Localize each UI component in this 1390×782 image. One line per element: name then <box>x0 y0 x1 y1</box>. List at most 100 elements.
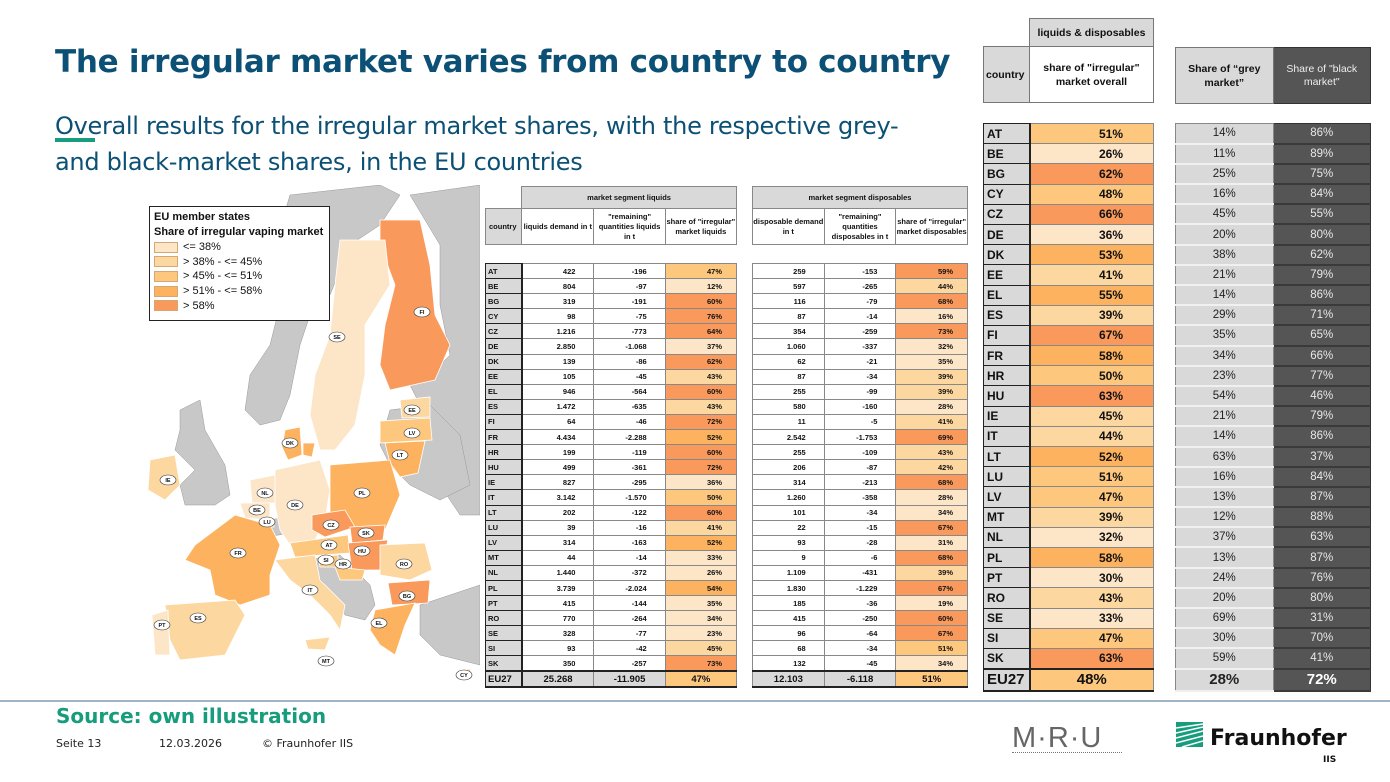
table-row: 206 -87 42% <box>752 459 968 476</box>
overall-share-cell: 58% <box>1029 345 1154 367</box>
liquids-share-cell: 12% <box>664 278 738 295</box>
grey-market-cell: 23% <box>1175 365 1274 387</box>
footer-copyright: © Fraunhofer IIS <box>262 737 354 750</box>
disp-demand-cell: 132 <box>752 655 825 672</box>
map-legend: EU member states Share of irregular vapi… <box>149 206 330 321</box>
liquids-share-cell: 45% <box>664 640 738 657</box>
liquids-demand-cell: 946 <box>521 383 595 400</box>
map-label-se: SE <box>328 331 346 343</box>
table-row: 96 -64 67% <box>752 625 968 642</box>
disp-remaining-cell: -5 <box>823 413 897 431</box>
legend-swatch <box>154 241 178 253</box>
disp-demand-cell: 9 <box>752 549 825 566</box>
table-row: EL 946 -564 60% <box>484 383 738 400</box>
disp-demand-cell: 1.109 <box>752 564 825 581</box>
mru-logo: M·R·U <box>1012 722 1103 754</box>
country-cell: CZ <box>983 203 1031 225</box>
disp-remaining-cell: -79 <box>823 293 897 310</box>
disp-share-cell: 28% <box>895 489 968 506</box>
liquids-share-cell: 43% <box>664 368 738 385</box>
overall-share-cell: 51% <box>1029 122 1154 145</box>
table-row: SI 47% <box>983 627 1154 649</box>
country-cell: ES <box>983 304 1031 326</box>
liquids-demand-cell: 25.268 <box>521 670 595 689</box>
table-row: SE 33% <box>983 607 1154 629</box>
table-row: SI 93 -42 45% <box>484 640 738 657</box>
disp-remaining-cell: -64 <box>823 625 897 642</box>
country-cell: SI <box>983 627 1031 649</box>
table-row: 25% 75% <box>1175 163 1371 186</box>
country-cell: HU <box>484 459 523 476</box>
black-market-cell: 46% <box>1272 385 1371 408</box>
disp-share-cell: 39% <box>895 383 968 400</box>
disp-remaining-cell: -213 <box>823 474 897 491</box>
grey-market-cell: 45% <box>1175 203 1274 226</box>
disp-share-cell: 34% <box>895 655 968 672</box>
table-row: 116 -79 68% <box>752 293 968 310</box>
black-market-cell: 79% <box>1272 264 1371 287</box>
country-cell: BG <box>484 293 523 310</box>
country-cell: AT <box>983 122 1031 145</box>
disp-remaining-cell: -160 <box>823 398 897 415</box>
map-label-fr: FR <box>229 547 247 559</box>
grey-market-cell: 25% <box>1175 163 1274 186</box>
table-row: 93 -28 31% <box>752 534 968 551</box>
overall-share-cell: 39% <box>1029 506 1154 528</box>
black-market-cell: 79% <box>1272 405 1371 428</box>
overall-share-cell: 36% <box>1029 223 1154 246</box>
country-cell: CZ <box>484 323 523 340</box>
grey-market-cell: 14% <box>1175 425 1274 448</box>
svg-text:SI: SI <box>323 558 329 564</box>
table-row: 21% 79% <box>1175 264 1371 287</box>
disp-remaining-cell: -14 <box>823 308 897 325</box>
disp-demand-cell: 1.260 <box>752 489 825 506</box>
country-cell: PL <box>484 579 523 597</box>
overall-share-cell: 50% <box>1029 365 1154 387</box>
country-cell: LU <box>484 519 523 536</box>
svg-text:SK: SK <box>362 531 370 537</box>
svg-text:BG: BG <box>403 594 411 600</box>
liquids-demand-cell: 350 <box>521 655 595 672</box>
liquids-demand-cell: 770 <box>521 610 595 627</box>
table-row: AT 422 -196 47% <box>484 262 738 280</box>
overall-table: AT 51% BE 26% BG 62% CY 48% CZ 66% DE 36% DK 53% EE 41%… <box>983 122 1154 692</box>
table-row: 259 -153 59% <box>752 262 968 280</box>
page-number: Seite 13 <box>56 737 102 750</box>
table-row: 38% 62% <box>1175 244 1371 266</box>
black-market-cell: 31% <box>1272 607 1371 630</box>
disp-share-cell: 60% <box>895 610 968 627</box>
table-row: FI 64 -46 72% <box>484 413 738 431</box>
black-market-cell: 87% <box>1272 486 1371 509</box>
table-row: 45% 55% <box>1175 203 1371 226</box>
disp-demand-cell: 12.103 <box>752 670 825 689</box>
svg-text:AT: AT <box>326 543 334 549</box>
map-label-hu: HU <box>353 545 371 557</box>
map-label-bg: BG <box>398 590 416 602</box>
table-row: 20% 80% <box>1175 587 1371 610</box>
country-cell: PL <box>983 546 1031 569</box>
country-cell: MT <box>983 506 1031 528</box>
legend-swatch <box>154 285 178 297</box>
black-market-cell: 75% <box>1272 163 1371 186</box>
disp-share-cell: 59% <box>895 262 968 280</box>
country-cell: EE <box>484 368 523 385</box>
country-cell: SK <box>484 655 523 672</box>
grey-market-cell: 28% <box>1175 668 1274 692</box>
disp-demand-cell: 93 <box>752 534 825 551</box>
legend-title: EU member states <box>154 211 250 223</box>
disp-demand-cell: 101 <box>752 504 825 521</box>
col-disp-remaining: "remaining" quantities disposables in t <box>823 208 897 245</box>
col-country: country <box>484 208 523 245</box>
country-cell: CY <box>484 308 523 325</box>
disp-demand-cell: 259 <box>752 262 825 280</box>
table-row: SE 328 -77 23% <box>484 625 738 642</box>
table-row: HU 499 -361 72% <box>484 459 738 476</box>
table-row: AT 51% <box>983 122 1154 145</box>
disp-share-cell: 67% <box>895 625 968 642</box>
overall-segment-label: liquids & disposables <box>1028 18 1155 47</box>
table-row: 255 -109 43% <box>752 444 968 461</box>
table-row: 11% 89% <box>1175 143 1371 165</box>
grey-market-cell: 29% <box>1175 304 1274 327</box>
liquids-remaining-cell: -119 <box>593 444 666 461</box>
